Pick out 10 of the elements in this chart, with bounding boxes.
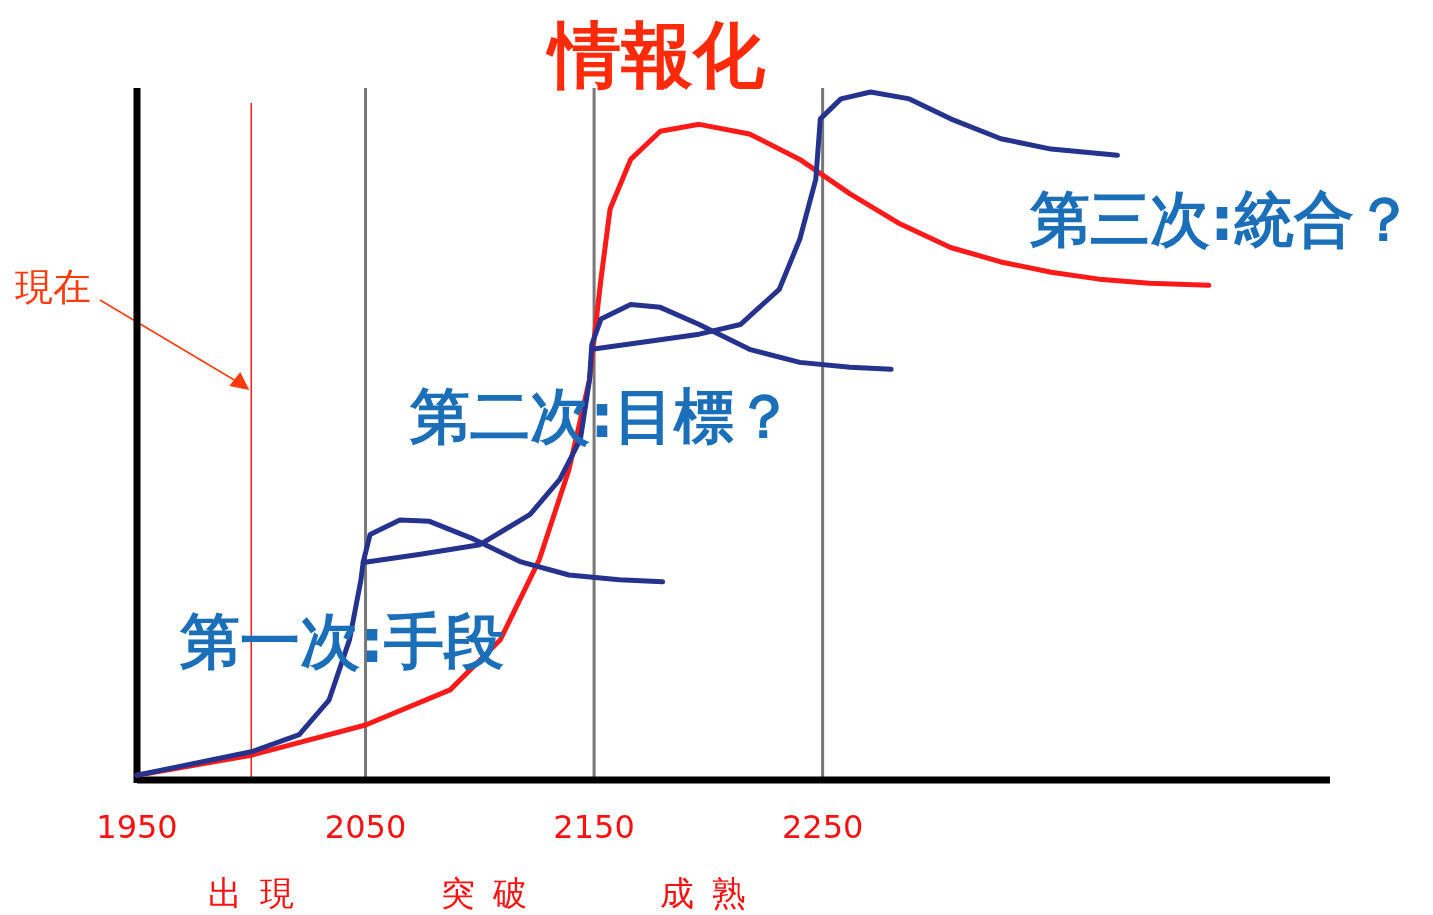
x-tick-label: 2050 (324, 808, 407, 846)
x-tick-label: 1950 (96, 808, 178, 846)
series-label: 第三次:統合？ (1029, 184, 1414, 254)
chart-title: 情報化 (545, 13, 766, 97)
text: 突破 (441, 873, 545, 913)
ref-line-label: 現在 (15, 265, 91, 309)
text: 出現 (208, 873, 312, 913)
text: 成熟 (660, 873, 764, 913)
x-tick-label: 2150 (553, 808, 635, 846)
x-tick-label: 2250 (781, 808, 864, 846)
